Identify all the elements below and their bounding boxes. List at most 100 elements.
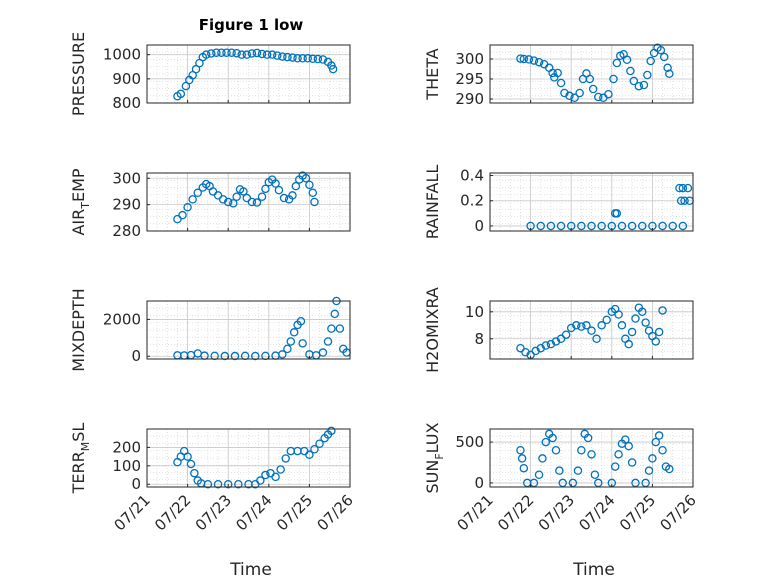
data-point bbox=[627, 221, 637, 231]
data-point bbox=[678, 183, 688, 193]
x-tick-label: 07/24 bbox=[232, 491, 275, 534]
data-point bbox=[548, 433, 557, 443]
data-point bbox=[665, 464, 674, 474]
data-point bbox=[658, 221, 667, 231]
x-tick-label: 07/23 bbox=[192, 491, 235, 534]
data-point bbox=[293, 54, 302, 63]
data-point bbox=[271, 472, 280, 482]
data-point bbox=[227, 48, 236, 57]
data-point bbox=[583, 433, 593, 443]
data-point bbox=[315, 439, 324, 448]
data-point bbox=[555, 466, 564, 475]
data-point bbox=[310, 197, 319, 207]
x-tick-label: 07/26 bbox=[314, 491, 357, 534]
data-point bbox=[313, 54, 323, 64]
data-point bbox=[553, 68, 562, 78]
data-point bbox=[675, 183, 684, 193]
x-axis-label-left: Time bbox=[229, 560, 272, 580]
data-point bbox=[541, 341, 551, 350]
y-axis-label: RAINFALL bbox=[423, 165, 442, 240]
data-point bbox=[234, 479, 243, 489]
data-point bbox=[328, 64, 338, 74]
data-point bbox=[556, 334, 566, 344]
data-point bbox=[556, 221, 566, 231]
data-point bbox=[529, 56, 539, 65]
y-tick-label: 1000 bbox=[103, 46, 141, 64]
data-point bbox=[585, 74, 595, 84]
data-point bbox=[621, 435, 630, 444]
data-point bbox=[565, 91, 574, 101]
data-point bbox=[261, 184, 270, 194]
data-point bbox=[561, 330, 571, 339]
subplot-mixdepth: 0 2000 MIXDEPTH bbox=[69, 288, 351, 372]
data-point bbox=[659, 52, 669, 62]
data-point bbox=[597, 221, 606, 231]
data-point bbox=[516, 445, 525, 455]
data-point bbox=[327, 324, 336, 333]
data-point bbox=[577, 445, 586, 455]
data-point bbox=[335, 324, 345, 333]
x-tick-label: 07/23 bbox=[535, 491, 578, 534]
data-point bbox=[310, 445, 319, 454]
data-point bbox=[183, 452, 192, 461]
x-tick-label: 07/22 bbox=[151, 491, 194, 534]
data-point bbox=[213, 479, 223, 489]
data-point bbox=[178, 210, 187, 220]
data-point bbox=[656, 45, 666, 55]
data-point bbox=[237, 50, 246, 59]
data-point bbox=[551, 445, 561, 455]
data-point bbox=[261, 470, 270, 480]
y-tick-label: 500 bbox=[455, 433, 484, 451]
data-point bbox=[648, 454, 657, 463]
data-point bbox=[257, 192, 267, 201]
data-point bbox=[548, 68, 557, 78]
data-point bbox=[609, 74, 618, 84]
data-point bbox=[676, 196, 686, 205]
data-point bbox=[327, 426, 336, 436]
data-point bbox=[288, 53, 297, 62]
data-point bbox=[658, 445, 667, 455]
subplot-theta: 290 295 300 THETA bbox=[423, 43, 694, 108]
y-tick-label: 0.2 bbox=[460, 192, 484, 210]
data-point bbox=[318, 55, 328, 64]
data-point bbox=[207, 49, 216, 58]
axes-frame bbox=[146, 44, 351, 104]
data-point bbox=[276, 465, 285, 474]
y-tick-label: 2000 bbox=[103, 310, 141, 328]
data-point bbox=[186, 459, 196, 469]
data-point bbox=[639, 80, 649, 90]
x-tick-label: 07/22 bbox=[494, 491, 537, 534]
data-point bbox=[663, 63, 672, 73]
y-tick-label: 0 bbox=[474, 217, 484, 235]
data-point bbox=[612, 209, 622, 218]
axes-frame bbox=[489, 172, 694, 232]
data-point bbox=[519, 463, 529, 473]
data-point bbox=[534, 470, 544, 479]
data-point bbox=[622, 55, 632, 65]
data-point bbox=[678, 221, 688, 231]
data-point bbox=[631, 314, 640, 323]
data-point bbox=[612, 58, 622, 68]
data-point bbox=[627, 458, 637, 467]
data-point bbox=[641, 318, 650, 327]
data-point bbox=[654, 431, 664, 440]
data-point bbox=[218, 195, 228, 204]
x-tick-label: 07/25 bbox=[616, 491, 659, 534]
data-point bbox=[223, 479, 233, 489]
data-point bbox=[176, 89, 186, 99]
y-tick-label: 10 bbox=[465, 303, 484, 321]
data-point bbox=[188, 195, 197, 204]
data-point bbox=[271, 179, 280, 188]
data-point bbox=[604, 89, 613, 99]
y-tick-label: 200 bbox=[112, 438, 141, 456]
data-point bbox=[597, 321, 606, 330]
y-tick-label: 295 bbox=[455, 70, 484, 88]
axes-frame bbox=[146, 172, 351, 232]
data-point bbox=[267, 50, 277, 59]
data-point bbox=[305, 450, 314, 460]
y-axis-label: THETA bbox=[423, 48, 442, 100]
data-point bbox=[683, 183, 693, 193]
y-axis-label: PRESSURE bbox=[69, 32, 88, 116]
data-point bbox=[283, 52, 292, 62]
